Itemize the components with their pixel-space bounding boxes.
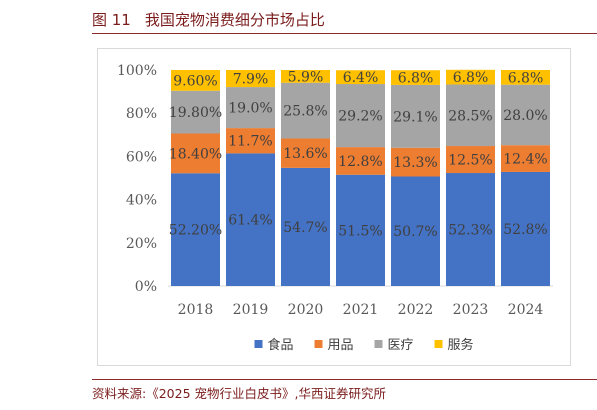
legend-label: 用品	[328, 338, 354, 353]
source-note: 资料来源:《2025 宠物行业白皮书》,华西证券研究所	[92, 386, 386, 401]
bar-segment-用品	[281, 138, 330, 168]
data-label: 6.8%	[453, 70, 489, 86]
data-label: 12.5%	[448, 153, 492, 169]
data-label: 11.7%	[228, 134, 272, 150]
bar-segment-食品	[501, 171, 550, 286]
data-label: 19.80%	[169, 105, 222, 121]
figure-number: 图 11	[92, 11, 131, 29]
bar-segment-服务	[171, 70, 220, 91]
source-divider	[92, 379, 597, 380]
data-label: 12.8%	[338, 154, 382, 170]
legend-swatch-食品	[254, 340, 263, 348]
y-tick-label: 80%	[126, 106, 157, 122]
legend-label: 服务	[448, 337, 474, 353]
data-label: 29.1%	[393, 109, 437, 125]
bar-segment-食品	[391, 176, 440, 286]
data-label: 5.9%	[288, 69, 324, 85]
x-tick-label: 2020	[288, 302, 324, 318]
data-label: 7.9%	[233, 72, 269, 88]
bar-segment-医疗	[336, 84, 385, 148]
legend-label: 食品	[268, 337, 294, 353]
bar-segment-食品	[171, 173, 220, 286]
data-label: 54.7%	[283, 220, 327, 236]
bar-segment-服务	[336, 70, 385, 85]
data-label: 18.40%	[169, 146, 222, 162]
data-label: 12.4%	[503, 152, 547, 168]
data-label: 19.0%	[228, 101, 272, 117]
bar-segment-服务	[281, 70, 330, 83]
data-label: 28.5%	[448, 108, 492, 124]
data-label: 25.8%	[283, 104, 327, 120]
bar-segment-用品	[501, 145, 550, 172]
data-label: 52.3%	[448, 223, 492, 239]
figure-title: 图 11 我国宠物消费细分市场占比	[92, 9, 325, 30]
bar-segment-医疗	[446, 84, 495, 147]
data-label: 9.60%	[173, 73, 217, 89]
x-tick-label: 2021	[343, 302, 379, 318]
data-label: 13.3%	[393, 155, 437, 171]
bar-segment-用品	[336, 147, 385, 175]
figure-title-text: 我国宠物消费细分市场占比	[144, 11, 325, 29]
bar-segment-食品	[281, 167, 330, 286]
y-tick-label: 0%	[135, 279, 157, 295]
title-divider	[92, 33, 597, 34]
data-label: 6.8%	[398, 71, 434, 87]
data-label: 6.4%	[343, 70, 379, 86]
y-tick-label: 20%	[126, 236, 157, 252]
bar-segment-用品	[391, 147, 440, 177]
chart-frame	[97, 48, 571, 366]
x-tick-label: 2018	[178, 302, 214, 318]
legend-swatch-医疗	[374, 340, 383, 348]
data-label: 52.8%	[503, 222, 547, 238]
bar-segment-服务	[446, 69, 495, 85]
bar-segment-用品	[171, 133, 220, 174]
data-label: 6.8%	[508, 70, 544, 86]
x-tick-label: 2019	[233, 302, 269, 318]
bar-segment-食品	[446, 173, 495, 286]
x-tick-label: 2023	[453, 302, 489, 318]
bar-segment-服务	[391, 70, 440, 85]
data-label: 50.7%	[393, 224, 437, 240]
y-tick-label: 60%	[126, 149, 157, 165]
bar-segment-服务	[501, 70, 550, 85]
data-label: 29.2%	[338, 109, 382, 125]
bar-segment-用品	[446, 146, 495, 174]
bar-segment-医疗	[501, 84, 550, 146]
bar-segment-医疗	[226, 87, 275, 129]
bar-segment-医疗	[171, 90, 220, 134]
y-tick-label: 40%	[126, 193, 157, 209]
y-tick-label: 100%	[117, 63, 157, 79]
legend-swatch-用品	[314, 340, 323, 348]
bar-segment-医疗	[281, 82, 330, 139]
bar-segment-用品	[226, 128, 275, 154]
data-label: 52.20%	[169, 223, 222, 239]
bar-segment-食品	[336, 174, 385, 286]
legend-swatch-服务	[434, 340, 443, 348]
bar-segment-服务	[226, 70, 275, 88]
x-tick-label: 2022	[398, 302, 434, 318]
data-label: 51.5%	[338, 223, 382, 239]
bar-segment-医疗	[391, 84, 440, 148]
data-label: 13.6%	[283, 146, 327, 162]
data-label: 28.0%	[503, 108, 547, 124]
bar-segment-食品	[226, 153, 275, 286]
data-label: 61.4%	[228, 213, 272, 229]
legend-label: 医疗	[388, 338, 414, 353]
x-tick-label: 2024	[508, 302, 544, 318]
